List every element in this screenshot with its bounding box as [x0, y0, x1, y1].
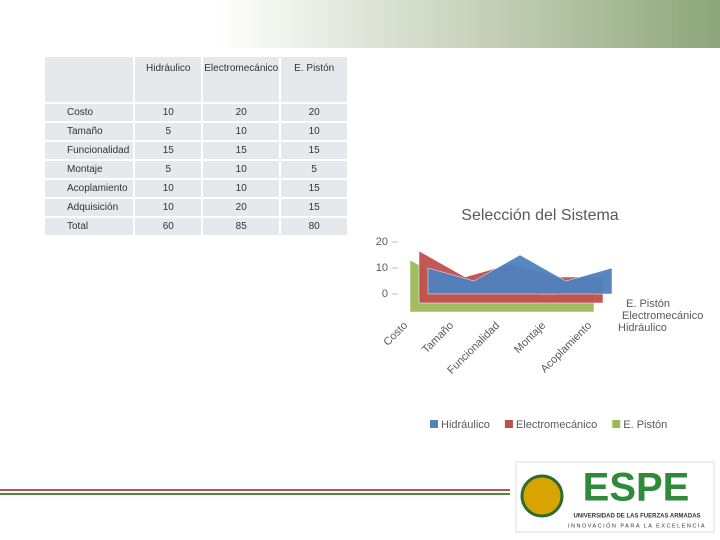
table-cell: 10: [203, 123, 282, 140]
table-cell: 5: [135, 123, 204, 140]
y-tick-label: 0: [382, 288, 388, 300]
logo-emblem: [520, 474, 564, 518]
x-tick-label: Costo: [381, 320, 410, 349]
table-cell: 15: [281, 180, 350, 197]
logo-line: INNOVACIÓN PARA LA EXCELENCIA: [568, 522, 706, 529]
depth-label: Hidráulico: [618, 322, 667, 334]
table-cell: 80: [281, 218, 350, 235]
header-row: Hidráulico Electromecánico E. Pistón: [45, 57, 350, 102]
table-cell: 10: [135, 180, 204, 197]
corner: [45, 57, 136, 102]
table-cell: 10: [281, 123, 350, 140]
table-cell: 5: [281, 161, 350, 178]
logo-name: ESPE: [583, 466, 690, 510]
depth-label: Electromecánico: [622, 310, 703, 322]
table-cell: 10: [203, 180, 282, 197]
table-row: Total 60 85 80: [45, 218, 350, 235]
table-cell: 10: [135, 199, 204, 216]
table-cell: Montaje: [45, 161, 136, 178]
header-cell: Hidráulico: [135, 57, 204, 102]
table-cell: 20: [281, 104, 350, 121]
y-tick-label: 20: [376, 236, 388, 248]
table-cell: 15: [135, 142, 204, 159]
table-cell: 10: [135, 104, 204, 121]
table-cell: Total: [45, 218, 136, 235]
table: Hidráulico Electromecánico E. Pistón Cos…: [45, 55, 350, 237]
x-tick-label: Tamaño: [420, 320, 456, 356]
table-row: Adquisición 10 20 15: [45, 199, 350, 216]
legend-label: Electromecánico: [516, 419, 597, 431]
table-cell: 10: [203, 161, 282, 178]
legend-label: Hidráulico: [441, 419, 490, 431]
table-cell: Tamaño: [45, 123, 136, 140]
y-tick-label: 10: [376, 262, 388, 274]
table-cell: 5: [135, 161, 204, 178]
header-cell: Electromecánico: [203, 57, 282, 102]
table-cell: 15: [281, 142, 350, 159]
table-cell: 20: [203, 104, 282, 121]
legend-swatch: [612, 420, 621, 428]
legend-swatch: [504, 420, 513, 428]
area: [427, 254, 613, 295]
table-row: Costo 10 20 20: [45, 104, 350, 121]
legend-swatch: [430, 420, 438, 428]
x-tick-label: Montaje: [512, 320, 548, 356]
table-row: Tamaño 5 10 10: [45, 123, 350, 140]
table-cell: 85: [203, 218, 282, 235]
table-cell: 20: [203, 199, 282, 216]
header-cell: E. Pistón: [281, 57, 350, 102]
table-cell: Costo: [45, 104, 136, 121]
table-cell: 15: [203, 142, 282, 159]
table-cell: Adquisición: [45, 199, 136, 216]
table-cell: 15: [281, 199, 350, 216]
chart-title: Selección del Sistema: [461, 207, 619, 224]
table-cell: Acoplamiento: [45, 180, 136, 197]
table-row: Acoplamiento 10 10 15: [45, 180, 350, 197]
table-cell: Funcionalidad: [45, 142, 136, 159]
depth-label: E. Pistón: [626, 298, 670, 310]
legend-label: E. Pistón: [623, 419, 667, 431]
banner: [0, 0, 720, 48]
table-body: Costo 10 20 20 Tamaño 5 10 10 Funcionalidad 15 15 1…: [45, 104, 350, 235]
table-cell: 60: [135, 218, 204, 235]
table-row: Funcionalidad 15 15 15: [45, 142, 350, 159]
logo-line: UNIVERSIDAD DE LAS FUERZAS ARMADAS: [573, 514, 700, 520]
table-row: Montaje 5 10 5: [45, 161, 350, 178]
